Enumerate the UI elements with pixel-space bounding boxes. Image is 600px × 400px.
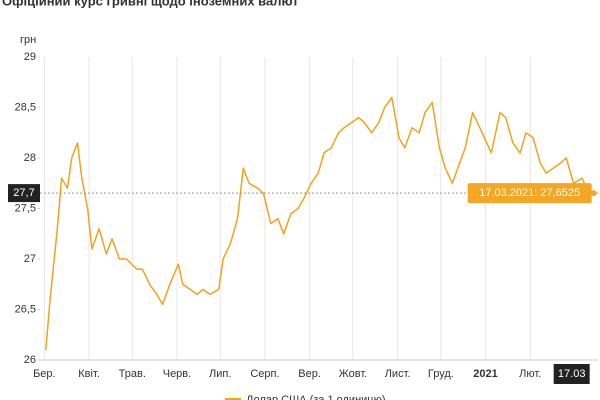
line [45,96,595,350]
x-crosshair-label: 17.03 [558,368,586,380]
tooltip-label: 17.03.2021: 27,6525 [479,187,580,199]
x-crosshair-box [553,364,590,384]
x-tick-label: Серп. [250,368,279,380]
x-tick-label: Жовт. [339,368,368,380]
y-tick-label: 27 [24,253,36,265]
x-tick-label: 2021 [473,368,497,380]
y-axis-label: грн [20,34,36,46]
x-tick-label: Бер. [33,368,56,380]
tooltip-point [590,190,597,197]
y-tick-label: 29 [24,51,36,63]
x-tick-label: Квіт. [78,368,100,380]
x-tick-label: Лют. [519,368,541,380]
x-tick-label: Вер. [298,368,321,380]
x-tick-label: Груд. [428,368,454,380]
legend-label: Долар США (за 1 одиницю) [246,394,386,400]
y-tick-label: 26 [24,354,36,366]
y-tick-label: 27,5 [15,202,36,214]
chart-title: Офіційний курс гривні щодо іноземних вал… [2,0,299,8]
x-tick-label: Лист. [385,368,411,380]
x-tick-label: Трав. [119,368,146,380]
x-tick-label: Лип. [209,368,231,380]
y-tick-label: 28 [24,152,36,164]
tooltip-box [467,183,592,204]
y-crosshair-label: 27,7 [13,187,34,199]
y-tick-label: 26,5 [15,303,36,315]
y-crosshair-box [8,184,40,203]
x-tick-label: Черв. [163,368,191,380]
y-tick-label: 28,5 [15,101,36,113]
